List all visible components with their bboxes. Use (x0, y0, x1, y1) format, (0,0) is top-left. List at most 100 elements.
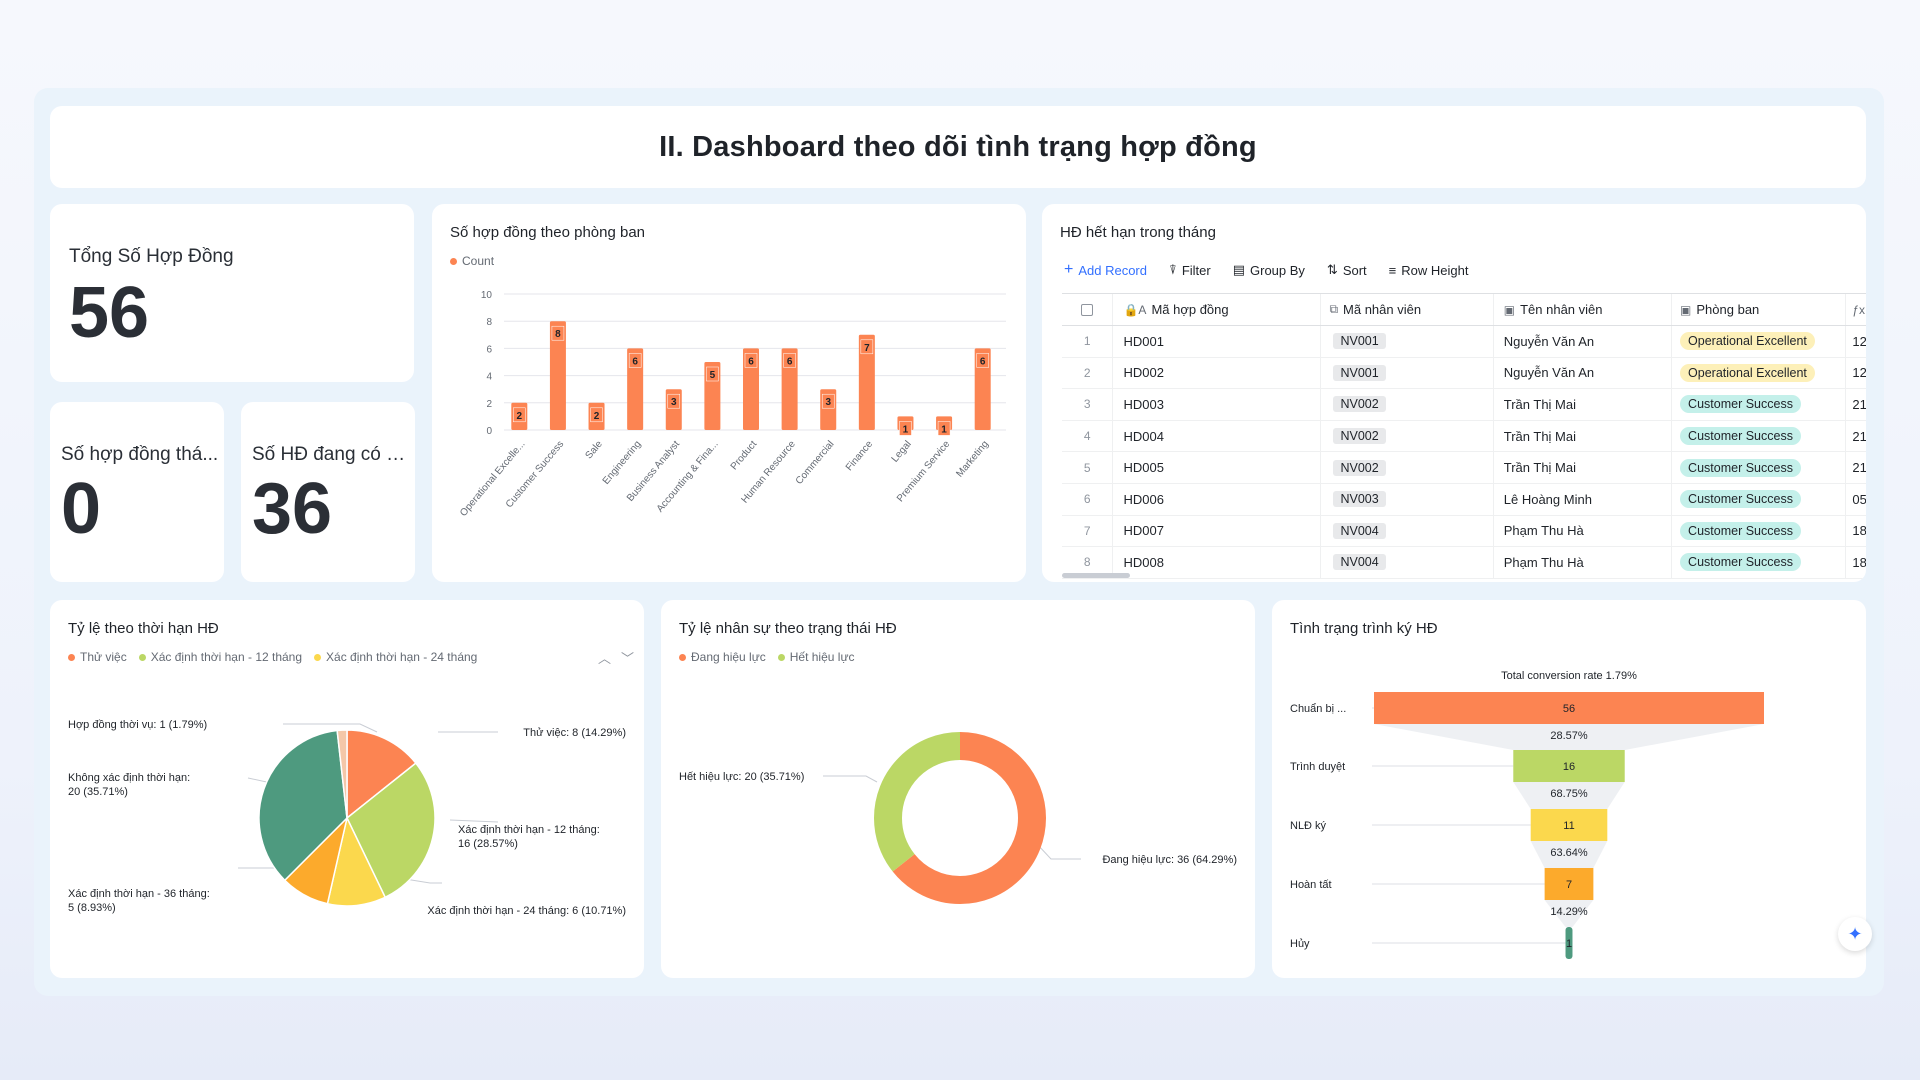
cell-dept[interactable]: Customer Success (1672, 483, 1847, 515)
kpi-active-card[interactable]: Số HĐ đang có hi... 36 (241, 402, 415, 582)
cell-date[interactable]: 05/11 (1852, 491, 1866, 507)
cell-emp-name[interactable]: Trần Thị Mai (1494, 420, 1673, 452)
horizontal-scrollbar[interactable] (1062, 573, 1130, 578)
cell-date[interactable]: 21/07 (1852, 460, 1866, 476)
bar[interactable] (549, 321, 566, 430)
legend-label: Đang hiệu lực (691, 650, 766, 664)
kpi-total-card[interactable]: Tổng Số Hợp Đồng 56 (50, 204, 414, 382)
emp-id-tag: NV002 (1333, 428, 1386, 445)
group-by-button[interactable]: ▤ Group By (1233, 262, 1305, 278)
select-all-checkbox[interactable] (1081, 303, 1094, 316)
table-row[interactable]: 5 HD005 NV002 Trần Thị Mai Customer Success 2… (1062, 452, 1866, 484)
table-row[interactable]: 3 HD003 NV002 Trần Thị Mai Customer Success 2… (1062, 389, 1866, 421)
bar[interactable] (627, 348, 644, 430)
table-row[interactable]: 7 HD007 NV004 Phạm Thu Hà Customer Success 18… (1062, 515, 1866, 548)
filter-button[interactable]: ⍒ Filter (1169, 262, 1211, 278)
table-row[interactable]: 8 HD008 NV004 Phạm Thu Hà Customer Success 18… (1062, 547, 1866, 579)
cell-date[interactable]: 12/03 (1852, 333, 1866, 349)
cell-emp-name[interactable]: Phạm Thu Hà (1494, 547, 1673, 578)
cell-code[interactable]: HD006 (1113, 483, 1322, 515)
cell-dept[interactable]: Customer Success (1672, 420, 1847, 452)
row-height-button[interactable]: ≡ Row Height (1389, 263, 1469, 278)
funnel-stage-bar[interactable] (1530, 809, 1608, 841)
pie-slice[interactable] (346, 729, 417, 820)
col-header-emp-name[interactable]: ▣ Tên nhân viên (1494, 294, 1673, 325)
pie-slice[interactable] (336, 729, 348, 819)
chevron-down-icon[interactable]: ﹀ (621, 651, 635, 666)
table-row[interactable]: 1 HD001 NV001 Nguyễn Văn An Operational Exce… (1062, 326, 1866, 358)
cell-date[interactable]: 18/02 (1852, 554, 1866, 570)
cell-dept[interactable]: Customer Success (1672, 452, 1847, 483)
cell-code[interactable]: HD003 (1113, 389, 1322, 420)
cell-emp-name[interactable]: Trần Thị Mai (1494, 389, 1673, 420)
cell-code[interactable]: HD005 (1113, 452, 1322, 483)
cell-code[interactable]: HD002 (1113, 357, 1322, 389)
cell-code[interactable]: HD004 (1113, 420, 1322, 452)
kpi-probation-card[interactable]: Số hợp đồng thá... 0 (50, 402, 224, 582)
cell-emp-id[interactable]: NV004 (1321, 547, 1494, 578)
cell-emp-id[interactable]: NV003 (1321, 483, 1494, 515)
legend-item-active[interactable]: Đang hiệu lực (679, 650, 766, 664)
cell-emp-id[interactable]: NV004 (1321, 515, 1494, 547)
cell-emp-id[interactable]: NV002 (1321, 420, 1494, 452)
pie-slice[interactable] (346, 762, 436, 899)
cell-dept[interactable]: Operational Excellent (1672, 357, 1847, 389)
funnel-stage-bar[interactable] (1544, 868, 1594, 900)
cell-emp-id[interactable]: NV002 (1321, 452, 1494, 483)
col-header-emp-id[interactable]: ⧉ Mã nhân viên (1321, 294, 1494, 325)
funnel-stage-label: Hoàn tất (1290, 879, 1332, 891)
select-all-cell[interactable] (1062, 294, 1114, 325)
funnel-chart-card[interactable]: Tình trạng trình ký HĐ Total conversion … (1272, 600, 1866, 978)
cell-emp-name[interactable]: Lê Hoàng Minh (1494, 483, 1673, 515)
cell-code[interactable]: HD007 (1113, 515, 1322, 547)
pie-slice[interactable] (258, 729, 348, 882)
funnel-stage-bar[interactable] (1374, 692, 1764, 724)
legend-item-expired[interactable]: Hết hiệu lực (777, 650, 854, 664)
legend-item-12m[interactable]: Xác định thời hạn - 12 tháng (138, 650, 302, 664)
cell-dept[interactable]: Customer Success (1672, 515, 1847, 547)
col-header-code[interactable]: 🔒A Mã hợp đồng (1113, 294, 1322, 325)
chevron-up-icon[interactable]: ︿ (598, 651, 612, 666)
expiring-table-card[interactable]: HĐ hết hạn trong tháng + Add Record ⍒ Filt… (1042, 204, 1866, 582)
add-record-button[interactable]: + Add Record (1064, 261, 1147, 279)
funnel-stage-bar[interactable] (1513, 750, 1625, 782)
bar[interactable] (974, 348, 991, 430)
sort-button[interactable]: ⇅ Sort (1327, 262, 1367, 278)
bar[interactable] (743, 348, 759, 430)
table-row[interactable]: 2 HD002 NV001 Nguyễn Văn An Operational Exce… (1062, 357, 1866, 390)
table-row[interactable]: 6 HD006 NV003 Lê Hoàng Minh Customer Success… (1062, 483, 1866, 516)
bar[interactable] (781, 348, 798, 430)
term-chart-card[interactable]: Tỷ lệ theo thời hạn HĐ Thử việc Xác định… (50, 600, 644, 978)
ai-assistant-button[interactable]: ✦ (1838, 917, 1872, 951)
cell-dept[interactable]: Operational Excellent (1672, 326, 1847, 357)
donut-segment[interactable] (874, 732, 1046, 904)
donut-label-active: Đang hiệu lực: 36 (64.29%) (1102, 854, 1237, 866)
cell-dept[interactable]: Customer Success (1672, 389, 1847, 420)
cell-date[interactable]: 18/02 (1852, 523, 1866, 539)
cell-date[interactable]: 21/07 (1852, 396, 1866, 412)
cell-emp-name[interactable]: Nguyễn Văn An (1494, 326, 1673, 357)
col-header-emp-id-label: Mã nhân viên (1343, 302, 1422, 317)
cell-emp-name[interactable]: Nguyễn Văn An (1494, 357, 1673, 389)
legend-item-probation[interactable]: Thử việc (68, 650, 127, 664)
cell-dept[interactable]: Customer Success (1672, 547, 1847, 578)
funnel-stage-bar[interactable] (1565, 927, 1573, 959)
col-header-dept[interactable]: ▣ Phòng ban (1672, 294, 1847, 325)
cell-code[interactable]: HD008 (1113, 547, 1322, 578)
legend-item-24m[interactable]: Xác định thời hạn - 24 tháng (314, 650, 477, 664)
cell-emp-id[interactable]: NV001 (1321, 357, 1494, 389)
table-row[interactable]: 4 HD004 NV002 Trần Thị Mai Customer Success 2… (1062, 420, 1866, 453)
status-chart-card[interactable]: Tỷ lệ nhân sự theo trạng thái HĐ Đang hi… (661, 600, 1255, 978)
dept-tag: Customer Success (1680, 427, 1801, 446)
cell-emp-name[interactable]: Trần Thị Mai (1494, 452, 1673, 483)
col-header-date[interactable]: ƒxNg (1846, 294, 1866, 325)
cell-emp-id[interactable]: NV001 (1321, 326, 1494, 357)
cell-emp-id[interactable]: NV002 (1321, 389, 1494, 420)
cell-emp-name[interactable]: Phạm Thu Hà (1494, 515, 1673, 547)
cell-date[interactable]: 12/03 (1852, 365, 1866, 381)
dept-chart-card[interactable]: Số hợp đồng theo phòng ban Count 0 2 4 6 8 10… (432, 204, 1026, 582)
cell-date[interactable]: 21/07 (1852, 428, 1866, 444)
cell-code[interactable]: HD001 (1113, 326, 1322, 357)
bar[interactable] (858, 334, 875, 430)
funnel-stage-value: 16 (1563, 761, 1575, 773)
